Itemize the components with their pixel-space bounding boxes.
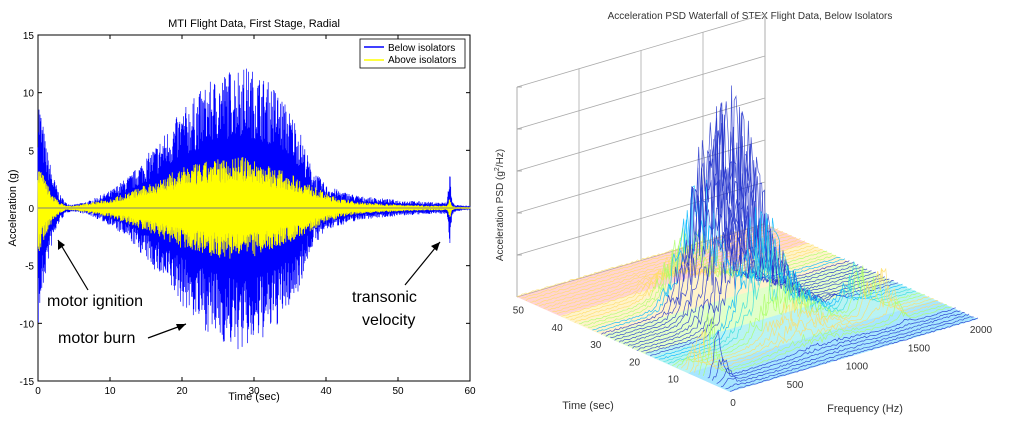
floor-strip (715, 312, 968, 388)
right-z-axis-label-part2: /Hz) (495, 149, 506, 167)
waterfall-trace (711, 310, 961, 381)
y-tick-label: 10 (23, 89, 35, 100)
left-x-axis-label: Time (sec) (228, 391, 280, 403)
right-chart: Acceleration PSD Waterfall of STEX Fligh… (494, 11, 993, 415)
floor-strip (680, 296, 932, 372)
floor-strip (698, 304, 950, 380)
legend-label-below: Below isolators (388, 43, 455, 54)
right-y-axis-label: Time (sec) (562, 400, 614, 412)
waterfall-trace (592, 188, 841, 331)
left-traces (37, 68, 471, 350)
y-tick-label: -10 (20, 319, 35, 330)
waterfall-trace (636, 95, 885, 351)
floor-strip (609, 265, 861, 340)
frequency-tick-label: 2000 (970, 325, 993, 336)
right-waterfall-traces (516, 85, 979, 392)
time-tick-label: 40 (552, 323, 564, 334)
waterfall-trace (583, 227, 832, 326)
waterfall-trace (725, 316, 974, 390)
waterfall-trace (516, 222, 766, 298)
floor-strip (559, 243, 812, 318)
annotation-velocity: velocity (362, 312, 415, 329)
x-tick-label: 40 (320, 386, 332, 397)
right-x-axis-label: Frequency (Hz) (827, 403, 903, 415)
waterfall-trace (716, 312, 965, 384)
floor-strip (644, 281, 897, 356)
x-tick-label: 0 (35, 386, 41, 397)
waterfall-trace (588, 225, 837, 328)
time-tick-label: 30 (590, 340, 602, 351)
right-z-axis-label: Acceleration PSD (g2/Hz) (494, 149, 506, 261)
x-tick-label: 60 (464, 386, 476, 397)
x-tick-label: 50 (392, 386, 404, 397)
right-tick-labels: 0 500 1000 1500 2000 10 20 30 40 50 (513, 306, 993, 409)
legend-label-above: Above isolators (388, 55, 456, 66)
time-tick-label: 10 (668, 375, 680, 386)
x-tick-label: 30 (248, 386, 260, 397)
waterfall-trace (561, 243, 810, 317)
right-z-axis-label-sup: 2 (494, 167, 501, 171)
time-tick-label: 50 (513, 306, 525, 317)
floor-strip (612, 266, 865, 342)
waterfall-trace (645, 143, 894, 354)
y-tick-label: -15 (20, 377, 35, 388)
floor-strip (719, 314, 971, 389)
right-chart-title: Acceleration PSD Waterfall of STEX Fligh… (608, 11, 893, 22)
x-tick-label: 10 (104, 386, 116, 397)
floor-strip (520, 225, 773, 301)
floor-strip (627, 273, 879, 348)
floor-strip (630, 274, 883, 350)
waterfall-trace (694, 288, 943, 373)
left-chart-title: MTI Flight Data, First Stage, Radial (168, 18, 340, 30)
y-tick-label: 15 (23, 31, 35, 42)
annotation-motor-burn: motor burn (58, 330, 135, 347)
waterfall-trace (521, 224, 770, 299)
waterfall-trace (721, 313, 970, 387)
waterfall-trace (623, 101, 872, 345)
legend: Below isolators Above isolators (359, 38, 466, 69)
waterfall-trace (649, 167, 899, 357)
waterfall-trace (627, 106, 876, 347)
waterfall-trace (596, 179, 846, 333)
floor-strip (655, 285, 907, 361)
floor-strip (683, 298, 936, 373)
floor-strip (705, 307, 957, 383)
waterfall-trace (685, 267, 934, 370)
frequency-tick-label: 500 (787, 380, 804, 391)
frequency-tick-label: 1000 (846, 362, 869, 373)
time-tick-label: 20 (629, 357, 641, 368)
floor-strip (591, 257, 844, 332)
arrow-motor-ignition (57, 239, 89, 291)
waterfall-trace (707, 307, 956, 379)
arrowhead-motor-ignition (58, 240, 65, 250)
annotation-transonic: transonic (352, 289, 417, 306)
arrowhead-motor-burn (176, 324, 186, 331)
frequency-tick-label: 1500 (908, 343, 931, 354)
waterfall-trace (703, 306, 952, 376)
y-tick-label: 0 (28, 204, 34, 215)
floor-strip (659, 287, 911, 362)
y-tick-label: 5 (28, 146, 34, 157)
x-tick-label: 20 (176, 386, 188, 397)
legend-box (359, 38, 466, 69)
waterfall-trace (605, 139, 854, 337)
floor-strip (669, 292, 922, 367)
left-y-axis-label: Acceleration (g) (7, 169, 19, 246)
frequency-tick-label: 0 (730, 398, 736, 409)
right-z-axis-label-part1: Acceleration PSD (g (495, 171, 506, 261)
arrowhead-transonic (431, 242, 440, 251)
arrow-transonic (404, 241, 441, 286)
waterfall-trace (729, 317, 979, 392)
annotation-motor-ignition: motor ignition (47, 293, 143, 310)
floor-strip (694, 303, 947, 378)
y-tick-label: -5 (25, 262, 34, 273)
waterfall-trace (689, 284, 939, 373)
annotations: motor ignition motor burn transonic velo… (47, 239, 441, 347)
